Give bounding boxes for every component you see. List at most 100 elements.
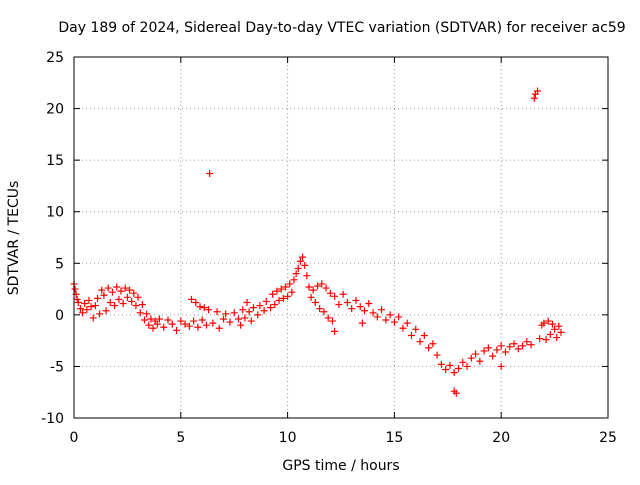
data-point xyxy=(173,326,181,334)
data-point xyxy=(198,316,206,324)
data-point xyxy=(292,270,300,278)
data-point xyxy=(378,306,386,314)
x-tick-label: 25 xyxy=(599,430,617,446)
data-point xyxy=(296,257,304,265)
data-point xyxy=(91,302,99,310)
data-point xyxy=(467,354,475,362)
data-point xyxy=(356,303,364,311)
data-point xyxy=(215,324,223,332)
data-point xyxy=(164,316,172,324)
data-point xyxy=(501,348,509,356)
data-point xyxy=(102,307,110,315)
y-tick-label: 15 xyxy=(46,153,64,169)
data-point xyxy=(472,350,480,358)
data-point xyxy=(271,301,279,309)
data-point xyxy=(93,294,101,302)
data-point xyxy=(83,306,91,314)
data-point xyxy=(489,352,497,360)
data-point xyxy=(314,282,322,290)
data-point xyxy=(267,304,275,312)
data-point xyxy=(143,310,151,318)
data-point xyxy=(551,325,559,333)
data-point xyxy=(113,283,121,291)
data-point xyxy=(407,331,415,339)
data-point xyxy=(540,319,548,327)
data-point xyxy=(256,302,264,310)
data-point xyxy=(454,364,462,372)
data-point xyxy=(196,303,204,311)
data-point xyxy=(138,301,146,309)
data-point xyxy=(194,323,202,331)
data-point xyxy=(331,292,339,300)
data-point xyxy=(247,317,255,325)
data-points xyxy=(70,87,565,397)
data-point xyxy=(128,297,136,305)
data-point xyxy=(395,313,403,321)
data-point xyxy=(104,284,112,292)
data-point xyxy=(96,310,104,318)
data-point xyxy=(452,389,460,397)
data-point xyxy=(399,324,407,332)
data-point xyxy=(305,283,313,291)
data-point xyxy=(81,300,89,308)
data-point xyxy=(365,300,373,308)
data-point xyxy=(326,289,334,297)
data-point xyxy=(459,358,467,366)
x-tick-label: 0 xyxy=(70,430,79,446)
data-point xyxy=(237,321,245,329)
data-point xyxy=(514,345,522,353)
data-point xyxy=(527,341,535,349)
data-point xyxy=(243,298,251,306)
data-point xyxy=(181,320,189,328)
data-point xyxy=(145,321,153,329)
data-point xyxy=(506,343,514,351)
data-point xyxy=(277,285,285,293)
data-point xyxy=(281,283,289,291)
data-point xyxy=(108,288,116,296)
data-point xyxy=(134,293,142,301)
data-point xyxy=(369,309,377,317)
data-point xyxy=(206,170,214,178)
data-point xyxy=(484,344,492,352)
axis-ticks: 0 5 10 15 20 25 -10 -5 0 5 10 15 20 25 xyxy=(41,50,617,446)
data-point xyxy=(331,327,339,335)
data-point xyxy=(249,304,257,312)
data-point xyxy=(446,361,454,369)
data-point xyxy=(553,334,561,342)
data-point xyxy=(544,317,552,325)
data-point xyxy=(190,317,198,325)
data-point xyxy=(519,342,527,350)
x-tick-label: 15 xyxy=(385,430,403,446)
data-point xyxy=(76,305,84,313)
data-point xyxy=(260,307,268,315)
data-point xyxy=(269,290,277,298)
data-point xyxy=(548,320,556,328)
data-point xyxy=(546,330,554,338)
data-point xyxy=(429,340,437,348)
data-point xyxy=(335,301,343,309)
data-point xyxy=(390,318,398,326)
data-point xyxy=(358,319,366,327)
data-point xyxy=(160,323,168,331)
data-point xyxy=(450,369,458,377)
data-point xyxy=(286,280,294,288)
data-point xyxy=(71,285,79,293)
y-tick-label: -10 xyxy=(41,411,64,427)
data-point xyxy=(117,287,125,295)
data-point xyxy=(209,319,217,327)
data-point xyxy=(382,316,390,324)
chart-title: Day 189 of 2024, Sidereal Day-to-day VTE… xyxy=(58,20,625,36)
y-tick-label: 5 xyxy=(55,256,64,272)
data-point xyxy=(262,297,270,305)
data-point xyxy=(132,302,140,310)
data-point xyxy=(111,302,119,310)
data-point xyxy=(299,253,307,261)
data-point xyxy=(284,292,292,300)
data-point xyxy=(476,357,484,365)
data-point xyxy=(339,290,347,298)
data-point xyxy=(245,308,253,316)
data-point xyxy=(153,320,161,328)
y-tick-label: 20 xyxy=(46,102,64,118)
data-point xyxy=(279,294,287,302)
